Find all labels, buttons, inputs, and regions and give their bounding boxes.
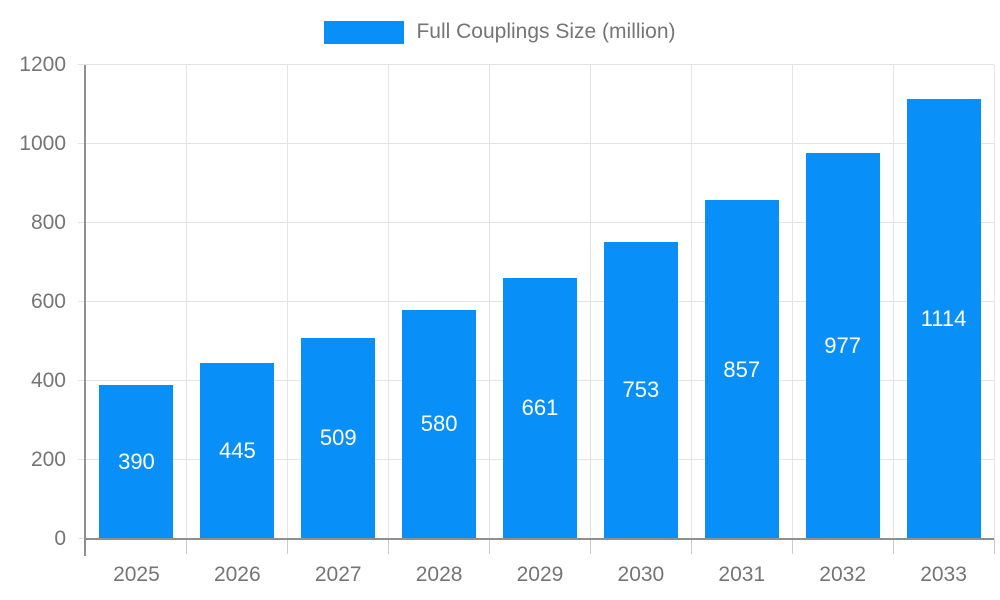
y-tick-label: 0 [54, 527, 66, 550]
x-tick-label: 2025 [113, 563, 160, 586]
x-tick-label: 2032 [819, 563, 867, 586]
x-tick [690, 539, 692, 554]
gridline-horizontal [78, 222, 994, 223]
y-tick-label: 800 [30, 211, 66, 234]
gridline-vertical [589, 65, 591, 539]
bar [503, 277, 577, 538]
bar-value-label: 857 [723, 356, 761, 382]
x-tick-label: 2028 [415, 563, 463, 586]
bar-value-label: 445 [218, 438, 256, 464]
x-tick-label: 2031 [718, 563, 766, 586]
gridline-horizontal [78, 143, 994, 144]
y-tick-label: 200 [30, 448, 66, 471]
y-tick-label: 1200 [19, 53, 66, 76]
x-tick-label: 2030 [617, 563, 665, 586]
bar [906, 98, 981, 538]
bar-value-label: 1114 [920, 305, 967, 331]
x-tick [287, 539, 289, 554]
x-tick-label: 2027 [314, 563, 362, 586]
x-tick-label: 2029 [516, 563, 564, 586]
gridline-vertical [186, 65, 188, 539]
y-tick-label: 600 [30, 290, 66, 313]
bar-value-label: 753 [622, 377, 660, 403]
bar-value-label: 509 [319, 425, 357, 451]
x-axis-line [84, 538, 994, 540]
gridline-vertical [791, 65, 793, 539]
bar-value-label: 390 [118, 448, 155, 474]
x-tick [589, 539, 591, 554]
y-tick-label: 400 [30, 369, 66, 392]
gridline-horizontal [78, 64, 994, 65]
gridline-vertical [287, 65, 289, 539]
x-tick [791, 539, 793, 554]
bar-value-label: 977 [824, 333, 862, 359]
gridline-vertical [489, 65, 491, 539]
x-tick [388, 539, 390, 554]
legend-swatch [324, 20, 405, 44]
bar-value-label: 580 [420, 411, 458, 437]
x-tick [993, 539, 995, 554]
x-tick [892, 539, 894, 554]
gridline-vertical [388, 65, 390, 539]
y-axis-line [84, 65, 86, 556]
y-tick-label: 1000 [19, 132, 66, 155]
x-tick [186, 539, 188, 554]
gridline-vertical [993, 65, 995, 539]
x-tick-label: 2026 [213, 563, 261, 586]
bar-value-label: 661 [521, 395, 559, 421]
bar [402, 309, 477, 538]
legend-label: Full Couplings Size (million) [416, 20, 676, 43]
bar [603, 241, 678, 538]
x-tick-label: 2033 [920, 563, 967, 586]
gridline-vertical [690, 65, 692, 539]
bar [99, 384, 174, 538]
gridline-vertical [892, 65, 894, 539]
bar [200, 363, 275, 538]
y-tick [78, 538, 86, 539]
bar [805, 153, 880, 538]
legend: Full Couplings Size (million) [0, 18, 1000, 46]
bar [704, 200, 779, 538]
bar [301, 337, 376, 538]
x-tick [489, 539, 491, 554]
